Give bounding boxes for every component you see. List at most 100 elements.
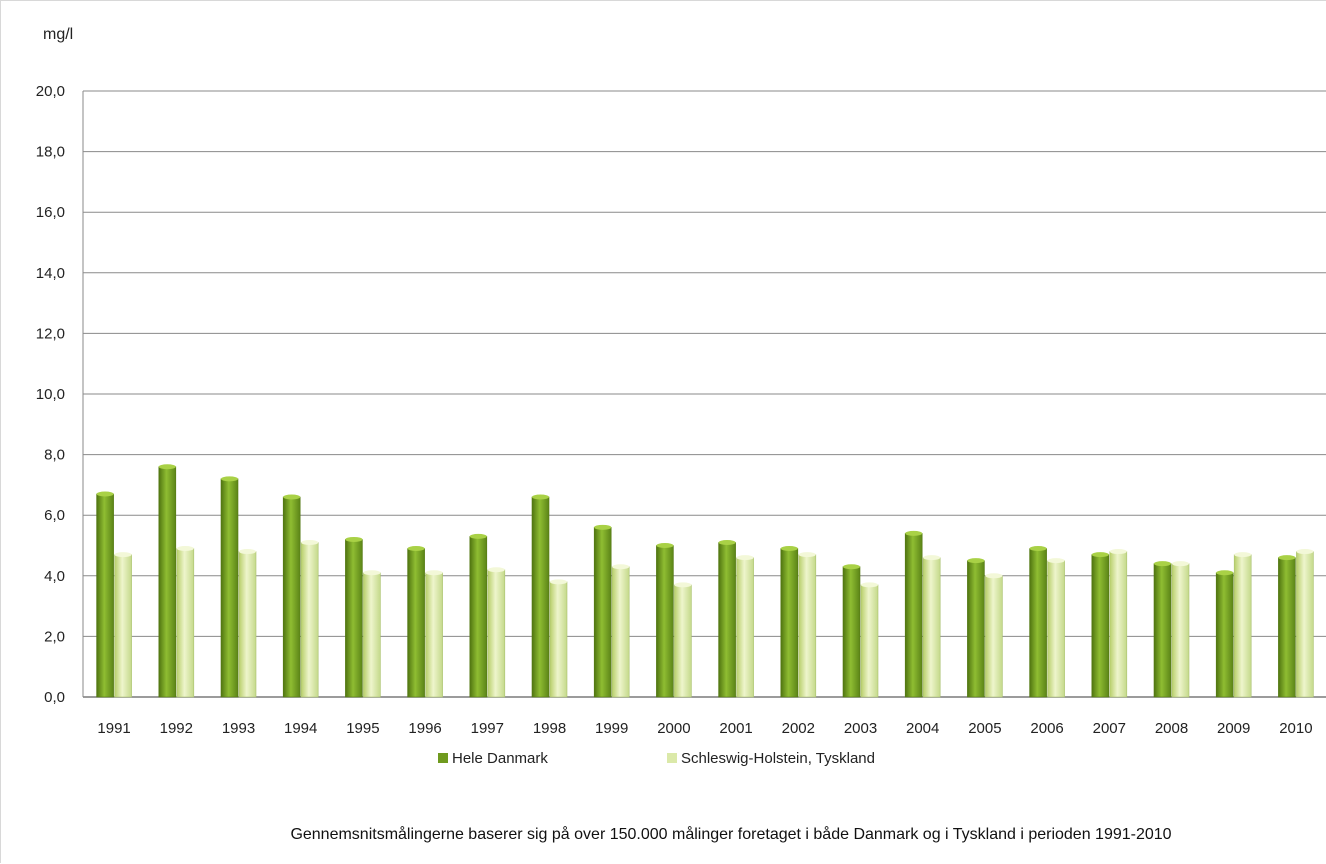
bar-hele-danmark-2006	[1029, 548, 1047, 698]
x-tick-label-2006: 2006	[1030, 720, 1063, 737]
bar-cap-hele-danmark-2002	[780, 546, 798, 552]
bar-hele-danmark-1995	[345, 539, 363, 698]
bar-cap-schleswig-holstein-2002	[798, 552, 816, 558]
bar-schleswig-holstein-1991	[114, 554, 132, 698]
x-tick-label-2008: 2008	[1155, 720, 1188, 737]
legend-label-hele-danmark: Hele Danmark	[452, 750, 548, 767]
x-tick-label-1995: 1995	[346, 720, 379, 737]
bar-hele-danmark-1992	[158, 466, 177, 698]
bar-schleswig-holstein-2001	[736, 557, 754, 698]
legend-swatch-schleswig-holstein	[667, 753, 677, 763]
chart-footnote: Gennemsnitsmålingerne baserer sig på ove…	[290, 825, 1171, 843]
bar-cap-schleswig-holstein-2006	[1047, 558, 1065, 564]
bar-hele-danmark-1998	[531, 496, 550, 698]
y-axis-tick-labels: 0,0 2,0 4,0 6,0 8,0 10,0 12,0 14,0 16,0 18,0 20,0	[36, 83, 65, 706]
legend-swatch-hele-danmark	[438, 753, 448, 763]
bar-hele-danmark-2005	[967, 560, 985, 698]
bar-cap-hele-danmark-2004	[905, 530, 923, 536]
legend: Hele Danmark Schleswig-Holstein, Tysklan…	[438, 750, 875, 767]
bar-schleswig-holstein-2006	[1047, 560, 1065, 698]
bar-cap-hele-danmark-1997	[469, 533, 487, 539]
x-tick-label-1999: 1999	[595, 720, 628, 737]
bar-cap-schleswig-holstein-1998	[550, 579, 567, 585]
bar-cap-schleswig-holstein-2005	[985, 573, 1003, 579]
bar-cap-schleswig-holstein-2004	[923, 555, 941, 561]
bar-cap-schleswig-holstein-1996	[425, 570, 443, 576]
legend-label-schleswig-holstein: Schleswig-Holstein, Tyskland	[681, 750, 875, 767]
y-tick-label: 14,0	[36, 265, 65, 282]
bar-cap-schleswig-holstein-1999	[612, 564, 630, 570]
bar-hele-danmark-2008	[1153, 563, 1172, 698]
y-axis-unit-label: mg/l	[43, 26, 73, 43]
y-tick-label: 12,0	[36, 325, 65, 342]
bar-schleswig-holstein-1999	[611, 566, 630, 698]
x-tick-label-2002: 2002	[782, 720, 815, 737]
bar-cap-schleswig-holstein-1997	[487, 567, 505, 573]
y-tick-label: 10,0	[36, 386, 65, 403]
x-tick-label-2000: 2000	[657, 720, 690, 737]
y-tick-label: 18,0	[36, 144, 65, 161]
bar-cap-schleswig-holstein-1992	[176, 546, 194, 552]
y-tick-label: 6,0	[44, 507, 65, 524]
bar-cap-hele-danmark-1996	[407, 546, 425, 552]
bar-schleswig-holstein-2007	[1109, 551, 1128, 698]
bar-schleswig-holstein-1994	[300, 542, 319, 698]
bar-hele-danmark-1997	[469, 536, 488, 698]
x-tick-label-2004: 2004	[906, 720, 939, 737]
bar-hele-danmark-2000	[656, 545, 674, 698]
x-tick-label-2001: 2001	[719, 720, 752, 737]
bar-schleswig-holstein-2005	[985, 575, 1003, 698]
bar-schleswig-holstein-2010	[1296, 551, 1314, 698]
x-tick-label-1994: 1994	[284, 720, 317, 737]
bars	[96, 464, 1314, 698]
bar-hele-danmark-1996	[407, 548, 425, 698]
bar-cap-schleswig-holstein-2000	[674, 582, 692, 588]
bar-cap-schleswig-holstein-1991	[114, 552, 132, 558]
x-tick-label-2005: 2005	[968, 720, 1001, 737]
bar-hele-danmark-2003	[842, 566, 861, 698]
bar-schleswig-holstein-2000	[674, 584, 692, 698]
bar-hele-danmark-2010	[1278, 557, 1296, 698]
bar-cap-hele-danmark-1991	[96, 491, 114, 497]
x-axis-tick-labels: 1991 1992 1993 1994 1995 1996 1997 1998 1999 2000…	[97, 720, 1312, 737]
bar-cap-schleswig-holstein-2003	[861, 582, 878, 588]
bar-cap-hele-danmark-2000	[656, 543, 674, 548]
bar-cap-hele-danmark-1992	[158, 464, 176, 470]
bar-cap-hele-danmark-2006	[1029, 546, 1047, 552]
x-tick-label-1991: 1991	[97, 720, 130, 737]
bar-cap-schleswig-holstein-2008	[1172, 561, 1189, 567]
bar-hele-danmark-2001	[718, 542, 736, 698]
bar-cap-schleswig-holstein-1995	[363, 570, 381, 576]
bar-cap-hele-danmark-1993	[221, 476, 238, 482]
bar-hele-danmark-2009	[1215, 572, 1234, 698]
bar-schleswig-holstein-2008	[1171, 563, 1190, 698]
bar-schleswig-holstein-1995	[363, 572, 381, 698]
bar-cap-hele-danmark-2007	[1091, 552, 1109, 558]
bar-cap-schleswig-holstein-2010	[1296, 549, 1314, 555]
bar-schleswig-holstein-1997	[487, 569, 506, 698]
bar-cap-schleswig-holstein-2001	[736, 555, 754, 561]
x-tick-label-1998: 1998	[533, 720, 566, 737]
bar-schleswig-holstein-2004	[922, 557, 941, 698]
bar-cap-hele-danmark-2005	[967, 558, 985, 564]
bar-hele-danmark-2002	[780, 548, 799, 698]
x-tick-label-2010: 2010	[1279, 720, 1312, 737]
bar-cap-schleswig-holstein-2009	[1234, 552, 1252, 558]
bar-cap-hele-danmark-1994	[283, 494, 301, 500]
bar-hele-danmark-2007	[1091, 554, 1110, 698]
bar-hele-danmark-1999	[593, 527, 612, 698]
y-tick-label: 8,0	[44, 447, 65, 464]
bar-hele-danmark-1991	[96, 493, 114, 698]
x-tick-label-2003: 2003	[844, 720, 877, 737]
bar-hele-danmark-2004	[904, 533, 923, 698]
y-tick-label: 20,0	[36, 83, 65, 100]
bar-cap-schleswig-holstein-1994	[301, 539, 319, 545]
bar-cap-hele-danmark-2001	[718, 539, 736, 545]
bar-cap-hele-danmark-2010	[1278, 555, 1296, 561]
bar-hele-danmark-1993	[220, 478, 239, 698]
bar-cap-hele-danmark-2008	[1154, 561, 1171, 567]
x-tick-label-1997: 1997	[471, 720, 504, 737]
y-tick-label: 16,0	[36, 204, 65, 221]
bar-cap-schleswig-holstein-1993	[239, 549, 256, 555]
